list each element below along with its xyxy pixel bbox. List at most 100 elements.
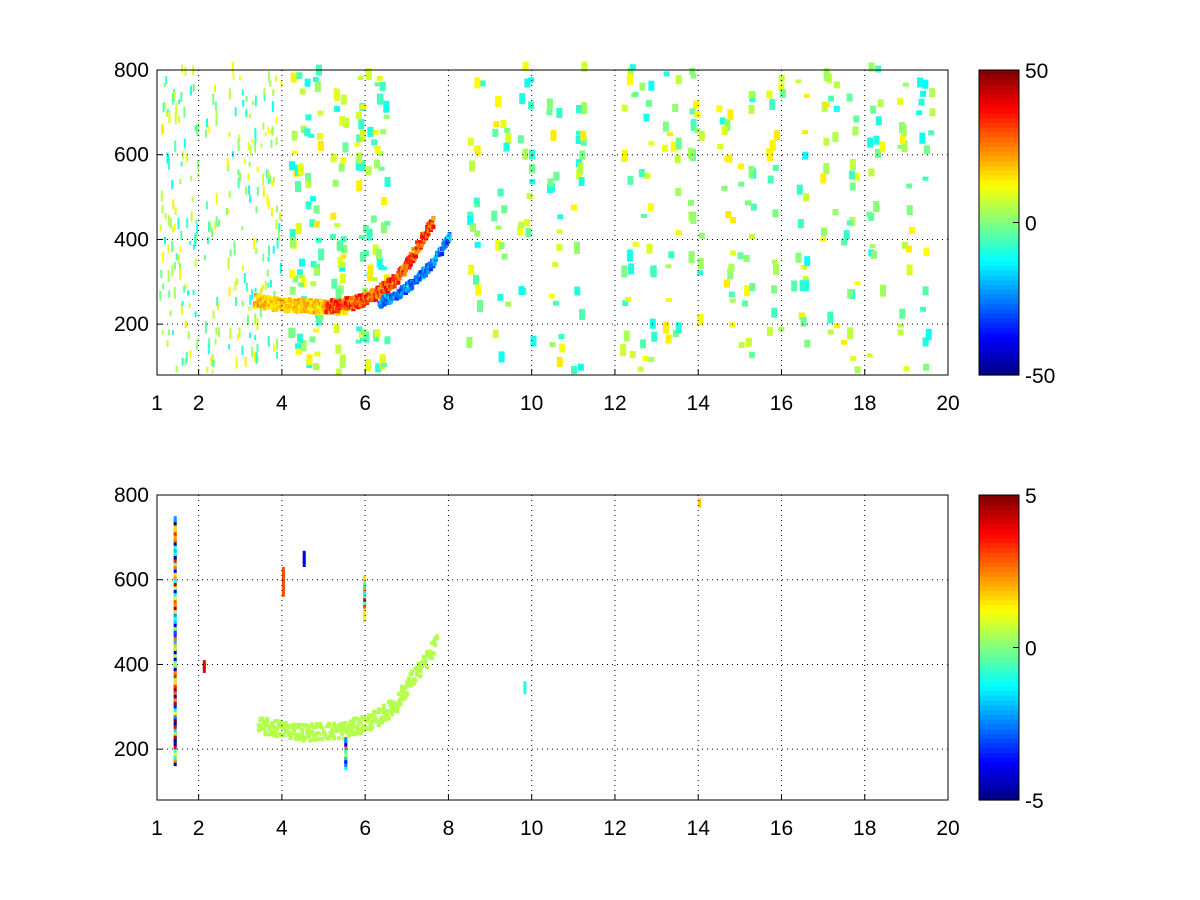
spike-cell: [173, 665, 177, 672]
heatmap-cell: [185, 352, 188, 363]
heatmap-cell: [164, 83, 167, 87]
spike-cell: [173, 702, 177, 709]
spike-cell: [173, 577, 177, 584]
heatmap-cell: [359, 160, 366, 172]
ridge-cell: [320, 310, 325, 315]
shadow-cell: [437, 250, 442, 255]
heatmap-cell: [300, 340, 307, 352]
ridge-cell: [301, 738, 306, 743]
colorbar-swatch: [979, 699, 1019, 706]
heatmap-cell: [498, 351, 505, 363]
bottom-y-tick-labels: 200 400 600 800: [114, 484, 149, 761]
spike-cell: [523, 688, 527, 695]
spike-cell: [173, 536, 177, 543]
ridge-cell: [408, 262, 413, 267]
heatmap-cell: [309, 336, 316, 343]
heatmap-cell: [313, 267, 320, 275]
heatmap-cell: [866, 353, 873, 358]
heatmap-cell: [769, 99, 776, 110]
heatmap-cell: [266, 169, 268, 179]
heatmap-cell: [800, 264, 807, 270]
heatmap-cell: [662, 121, 669, 132]
heatmap-cell: [236, 334, 239, 340]
heatmap-cell: [820, 237, 827, 242]
heatmap-cell: [211, 228, 213, 238]
spike-cell: [173, 546, 177, 553]
ridge-cell: [418, 666, 423, 671]
colorbar-swatch: [979, 761, 1019, 768]
heatmap-cell: [918, 98, 925, 106]
heatmap-cell: [823, 137, 830, 146]
spike-cell: [202, 666, 206, 673]
heatmap-cell: [922, 176, 929, 181]
ridge-cell: [283, 720, 288, 725]
spike-cell: [523, 681, 527, 688]
heatmap-cell: [312, 76, 319, 82]
shadow-cell: [422, 266, 427, 271]
heatmap-cell: [922, 286, 929, 296]
ridge-cell: [366, 717, 371, 722]
spike-cell: [173, 526, 177, 533]
heatmap-cell: [778, 82, 785, 91]
spike-cell: [281, 587, 285, 594]
spike-cell: [173, 682, 177, 689]
spike-cell: [173, 661, 177, 668]
heatmap-cell: [804, 256, 811, 267]
ridge-cell: [320, 725, 325, 730]
colorbar-swatch: [979, 633, 1019, 639]
heatmap-cell: [637, 366, 644, 372]
heatmap-cell: [270, 280, 272, 288]
heatmap-cell: [356, 326, 363, 332]
heatmap-cell: [204, 321, 207, 334]
heatmap-cell: [903, 366, 910, 372]
heatmap-cell: [737, 252, 744, 260]
heatmap-cell: [795, 252, 802, 263]
heatmap-cell: [272, 176, 275, 183]
heatmap-cell: [207, 343, 210, 355]
heatmap-cell: [288, 328, 295, 338]
heatmap-cell: [651, 331, 658, 342]
ridge-cell: [418, 674, 423, 679]
heatmap-cell: [164, 102, 167, 109]
spike-cell: [344, 757, 348, 764]
heatmap-cell: [354, 142, 361, 147]
colorbar-swatch: [979, 637, 1019, 644]
spike-cell: [363, 575, 367, 582]
ridge-cell: [398, 696, 403, 701]
heatmap-cell: [194, 311, 197, 318]
colorbar-swatch: [979, 251, 1019, 257]
heatmap-cell: [730, 250, 737, 256]
heatmap-cell: [376, 256, 383, 268]
heatmap-cell: [846, 93, 853, 102]
heatmap-cell: [241, 226, 244, 231]
ridge-cell: [408, 683, 413, 688]
ridge-cell: [397, 276, 402, 281]
ridge-cell: [413, 254, 418, 259]
heatmap-cell: [179, 179, 182, 185]
heatmap-cell: [728, 263, 735, 272]
heatmap-cell: [581, 61, 588, 72]
top-heatmap-grid: [156, 69, 949, 375]
colorbar-swatch: [979, 728, 1019, 734]
heatmap-cell: [577, 162, 584, 175]
heatmap-cell: [238, 327, 241, 338]
heatmap-cell: [727, 109, 734, 121]
heatmap-cell: [748, 105, 755, 114]
spike-cell: [202, 663, 206, 670]
heatmap-cell: [216, 296, 219, 306]
heatmap-cell: [929, 88, 936, 98]
heatmap-cell: [159, 290, 162, 301]
heatmap-cell: [289, 228, 296, 240]
heatmap-cell: [245, 282, 248, 292]
heatmap-cell: [183, 285, 186, 293]
colorbar-swatch: [979, 733, 1019, 739]
x-tick-label: 14: [687, 392, 711, 415]
colorbar-swatch: [979, 685, 1019, 691]
spike-cell: [173, 566, 177, 573]
heatmap-cell: [242, 265, 244, 271]
heatmap-cell: [690, 73, 697, 79]
colorbar-swatch: [979, 232, 1019, 238]
heatmap-cell: [315, 317, 322, 326]
heatmap-cell: [548, 293, 555, 299]
heatmap-cell: [214, 220, 217, 230]
